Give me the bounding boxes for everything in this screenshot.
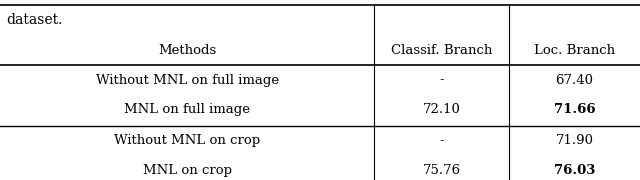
Text: Without MNL on crop: Without MNL on crop: [114, 134, 260, 147]
Text: MNL on crop: MNL on crop: [143, 164, 232, 177]
Text: Without MNL on full image: Without MNL on full image: [95, 74, 279, 87]
Text: -: -: [439, 74, 444, 87]
Text: -: -: [439, 134, 444, 147]
Text: 76.03: 76.03: [554, 164, 595, 177]
Text: MNL on full image: MNL on full image: [124, 103, 250, 116]
Text: Loc. Branch: Loc. Branch: [534, 44, 615, 57]
Text: Methods: Methods: [158, 44, 216, 57]
Text: 67.40: 67.40: [556, 74, 593, 87]
Text: 71.66: 71.66: [554, 103, 595, 116]
Text: dataset.: dataset.: [6, 13, 63, 27]
Text: Classif. Branch: Classif. Branch: [391, 44, 492, 57]
Text: 72.10: 72.10: [422, 103, 461, 116]
Text: 71.90: 71.90: [556, 134, 593, 147]
Text: 75.76: 75.76: [422, 164, 461, 177]
